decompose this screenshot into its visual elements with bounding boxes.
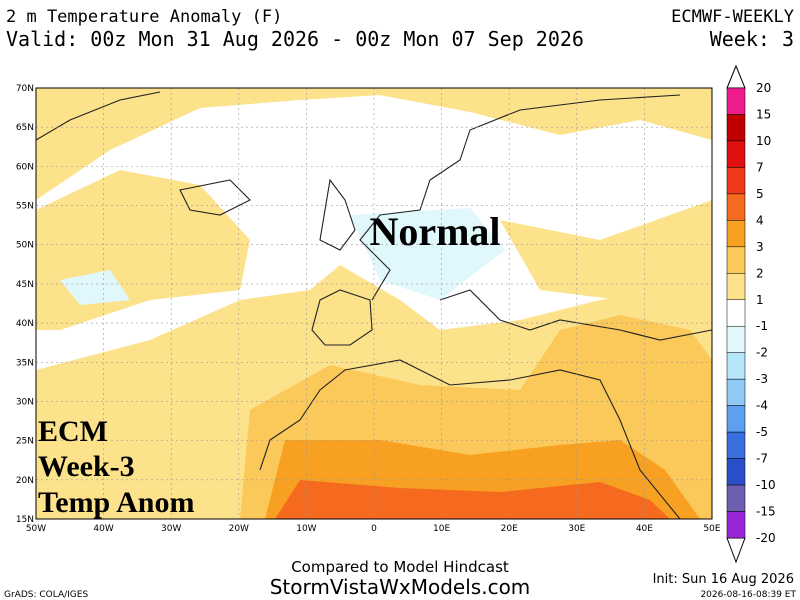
- lat-label: 30N: [16, 397, 34, 407]
- colorbar-label: 2: [756, 266, 764, 280]
- colorbar-swatch: [726, 193, 746, 221]
- colorbar-label: -2: [756, 346, 768, 360]
- coastline: [36, 91, 161, 141]
- colorbar-swatch: [726, 325, 746, 353]
- colorbar-label: 15: [756, 107, 771, 121]
- lat-label: 15N: [16, 515, 34, 525]
- colorbar-label: -3: [756, 372, 768, 386]
- corner-note: Temp Anom: [38, 486, 194, 519]
- colorbar-label: -7: [756, 452, 768, 466]
- lon-label: 20W: [229, 524, 249, 534]
- lat-label: 50N: [16, 241, 34, 251]
- lat-label: 35N: [16, 358, 34, 368]
- lat-label: 25N: [16, 437, 34, 447]
- lon-label: 10W: [296, 524, 316, 534]
- colorbar-end: [726, 64, 746, 89]
- colorbar-swatch: [726, 167, 746, 195]
- lat-label: 20N: [16, 476, 34, 486]
- colorbar-label: -20: [756, 531, 776, 545]
- lon-label: 10E: [433, 524, 450, 534]
- colorbar-swatch: [726, 246, 746, 274]
- lon-label: 50E: [703, 524, 720, 534]
- coastline: [359, 94, 681, 301]
- colorbar-label: 7: [756, 160, 764, 174]
- anomaly-area: [60, 270, 130, 305]
- colorbar-swatch: [726, 431, 746, 459]
- timestamp: 2026-08-16-08:39 ET: [700, 590, 796, 600]
- title: 2 m Temperature Anomaly (F): [6, 7, 282, 27]
- colorbar-label: -1: [756, 319, 768, 333]
- valid-time: Valid: 00z Mon 31 Aug 2026 - 00z Mon 07 …: [6, 27, 584, 51]
- coastline: [439, 289, 712, 341]
- week-label: Week: 3: [710, 27, 794, 51]
- anomaly-area: [36, 88, 712, 200]
- corner-note: ECM: [38, 415, 108, 448]
- lat-label: 65N: [16, 123, 34, 133]
- colorbar-swatch: [726, 405, 746, 433]
- colorbar-swatch: [726, 458, 746, 486]
- anomaly-area: [350, 208, 505, 300]
- colorbar: 20 15 10 7 5 4 3 2 1 -1 -2 -3 -4 -5 -7 -10 -15 -20: [726, 64, 776, 564]
- coastline: [259, 359, 681, 519]
- colorbar-label: 20: [756, 81, 771, 95]
- colorbar-label: 5: [756, 187, 764, 201]
- map: Normal ECM Week-3 Temp Anom: [35, 87, 713, 520]
- footer-compared: Compared to Model Hindcast: [291, 558, 509, 576]
- colorbar-label: -4: [756, 399, 768, 413]
- lon-label: 40E: [636, 524, 653, 534]
- colorbar-end: [726, 537, 746, 564]
- anomaly-area: [500, 200, 712, 300]
- init-time: Init: Sun 16 Aug 2026: [653, 572, 794, 587]
- colorbar-label: 4: [756, 213, 764, 227]
- lat-label: 55N: [16, 202, 34, 212]
- lat-label: 60N: [16, 162, 34, 172]
- colorbar-label: -15: [756, 505, 776, 519]
- grads-credit: GrADS: COLA/IGES: [4, 590, 88, 600]
- center-note: Normal: [369, 209, 500, 254]
- lon-label: 30E: [568, 524, 585, 534]
- colorbar-swatch: [726, 273, 746, 301]
- corner-note: Week-3: [38, 450, 135, 483]
- colorbar-label: 3: [756, 240, 764, 254]
- footer-site: StormVistaWxModels.com: [270, 575, 531, 599]
- colorbar-swatch: [726, 511, 746, 539]
- lon-label: 20E: [501, 524, 518, 534]
- colorbar-swatch: [726, 299, 746, 327]
- colorbar-label: 1: [756, 293, 764, 307]
- colorbar-swatch: [726, 114, 746, 142]
- map-frame: [35, 87, 713, 520]
- lon-label: 40W: [93, 524, 113, 534]
- lat-label: 45N: [16, 280, 34, 290]
- colorbar-swatch: [726, 87, 746, 115]
- colorbar-swatch: [726, 140, 746, 168]
- lat-label: 70N: [16, 84, 34, 94]
- colorbar-swatch: [726, 220, 746, 248]
- colorbar-swatch: [726, 352, 746, 380]
- colorbar-label: -10: [756, 478, 776, 492]
- colorbar-label: 10: [756, 134, 771, 148]
- colorbar-swatch: [726, 484, 746, 512]
- colorbar-swatch: [726, 378, 746, 406]
- contour: [179, 179, 251, 216]
- lon-label: 0: [371, 524, 377, 534]
- lat-label: 40N: [16, 319, 34, 329]
- lon-label: 30W: [161, 524, 181, 534]
- coastline: [311, 289, 373, 346]
- lon-label: 50W: [26, 524, 46, 534]
- colorbar-label: -5: [756, 425, 768, 439]
- coastline: [319, 178, 356, 251]
- model-name: ECMWF-WEEKLY: [671, 7, 794, 27]
